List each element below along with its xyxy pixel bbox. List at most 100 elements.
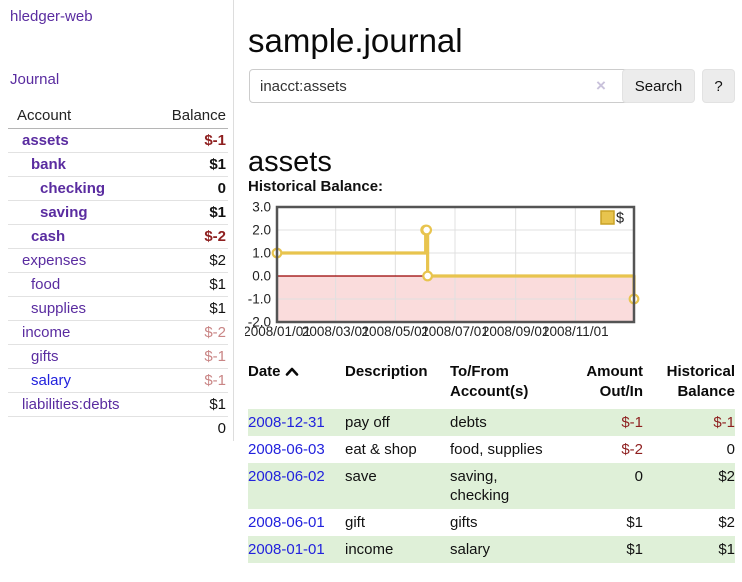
transaction-date-link[interactable]: 2008-12-31 (248, 414, 325, 431)
transaction-row: 2008-06-03 eat & shop food, supplies $-2 0 (248, 436, 735, 463)
legend-swatch (600, 210, 615, 225)
x-axis-tick-label: 2008/03/01 (302, 324, 370, 339)
account-row: liabilities:debts $1 (8, 392, 228, 417)
x-axis-tick-label: 2008/11/01 (542, 324, 609, 339)
transaction-description: income (345, 541, 394, 558)
account-row: supplies $1 (8, 296, 228, 321)
account-balance: $-2 (147, 320, 228, 345)
transaction-balance: $2 (718, 468, 735, 485)
account-balance: 0 (147, 176, 228, 201)
transaction-date-link[interactable]: 2008-06-03 (248, 441, 325, 458)
total-balance: 0 (147, 416, 228, 440)
clear-search-icon[interactable]: × (596, 76, 606, 95)
account-row: food $1 (8, 272, 228, 297)
account-link[interactable]: gifts (31, 348, 59, 365)
y-axis-tick-label: -1.0 (248, 292, 271, 307)
search-input[interactable] (249, 69, 641, 103)
page-title: sample.journal (248, 22, 463, 60)
transaction-accounts: debts (450, 414, 487, 431)
chart-title: Historical Balance: (248, 178, 384, 195)
account-link[interactable]: saving (40, 204, 88, 221)
y-axis-tick-label: 1.0 (252, 246, 271, 261)
legend-label: $ (616, 211, 624, 227)
account-row: salary $-1 (8, 368, 228, 393)
transaction-balance: $1 (718, 541, 735, 558)
transaction-description: save (345, 468, 377, 485)
transaction-description: eat & shop (345, 441, 417, 458)
register-table: Date Description To/From Account(s) Amou… (248, 362, 735, 563)
account-balance: $1 (147, 296, 228, 321)
transaction-date-link[interactable]: 2008-06-02 (248, 468, 325, 485)
transaction-amount: $-2 (621, 441, 643, 458)
data-point-marker (422, 270, 434, 282)
account-row: expenses $2 (8, 248, 228, 273)
transaction-amount: $1 (626, 514, 643, 531)
account-balance: $1 (147, 152, 228, 177)
sidebar-item-journal[interactable]: Journal (10, 71, 60, 88)
balance-column-header: Balance (147, 104, 228, 129)
account-link[interactable]: food (31, 276, 61, 293)
help-button[interactable]: ? (702, 69, 735, 103)
account-link[interactable]: income (22, 324, 71, 341)
account-balance: $-1 (147, 344, 228, 369)
app-title-link[interactable]: hledger-web (10, 8, 93, 25)
account-heading: assets (248, 146, 332, 179)
transaction-accounts: gifts (450, 514, 478, 531)
account-link[interactable]: cash (31, 228, 66, 245)
total-row: 0 (8, 416, 228, 440)
account-row: checking 0 (8, 176, 228, 201)
account-link[interactable]: expenses (22, 252, 87, 269)
chart-border (275, 205, 636, 324)
account-balance: $1 (147, 392, 228, 417)
account-row: assets $-1 (8, 128, 228, 153)
account-balance: $1 (147, 272, 228, 297)
account-row: gifts $-1 (8, 344, 228, 369)
accounts-column-header: To/From Account(s) (450, 363, 529, 400)
search-button[interactable]: Search (622, 69, 695, 103)
account-column-header: Account (8, 104, 148, 129)
data-point-marker (421, 224, 433, 236)
account-link[interactable]: supplies (31, 300, 87, 317)
register-header-row: Date Description To/From Account(s) Amou… (248, 362, 735, 409)
transaction-balance: $2 (718, 514, 735, 531)
account-row: income $-2 (8, 320, 228, 345)
account-balance: $-2 (147, 224, 228, 249)
transaction-date-link[interactable]: 2008-01-01 (248, 541, 325, 558)
transaction-row: 2008-01-01 income salary $1 $1 (248, 536, 735, 563)
account-balance: $-1 (147, 368, 228, 393)
transaction-balance: $-1 (713, 414, 735, 431)
x-axis-tick-label: 2008/09/01 (482, 324, 550, 339)
transaction-amount: 0 (634, 468, 643, 485)
date-column-header[interactable]: Date (248, 362, 345, 409)
transaction-row: 2008-12-31 pay off debts $-1 $-1 (248, 409, 735, 436)
account-link[interactable]: assets (22, 132, 69, 149)
transaction-accounts: food, supplies (450, 441, 543, 458)
x-axis-tick-label: 2008/01/01 (245, 324, 311, 339)
historical-balance-chart: 3.0 2.0 1.0 0.0 -1.0 -2.02008/01/012008/03/01… (245, 200, 640, 339)
account-link[interactable]: bank (31, 156, 67, 173)
account-row: bank $1 (8, 152, 228, 177)
transaction-description: gift (345, 514, 366, 531)
balance-column-header-register: Historical Balance (666, 363, 735, 400)
transaction-row: 2008-06-02 save saving, checking 0 $2 (248, 463, 735, 509)
sort-ascending-icon (285, 367, 298, 376)
transaction-accounts: saving, checking (450, 468, 510, 504)
transaction-balance: 0 (726, 441, 735, 458)
account-balance: $2 (147, 248, 228, 273)
transaction-description: pay off (345, 414, 390, 431)
accounts-table-header-row: Account Balance (8, 104, 228, 129)
account-link[interactable]: liabilities:debts (22, 396, 120, 413)
y-axis-tick-label: -2.0 (248, 315, 271, 330)
y-axis-tick-label: 3.0 (252, 200, 271, 215)
account-balance: $1 (147, 200, 228, 225)
transaction-amount: $-1 (621, 414, 643, 431)
account-link[interactable]: salary (31, 372, 72, 389)
account-row: saving $1 (8, 200, 228, 225)
transaction-date-link[interactable]: 2008-06-01 (248, 514, 325, 531)
y-axis-tick-label: 2.0 (252, 223, 271, 238)
description-column-header: Description (345, 363, 428, 380)
transaction-accounts: salary (450, 541, 491, 558)
transaction-amount: $1 (626, 541, 643, 558)
account-link[interactable]: checking (40, 180, 106, 197)
